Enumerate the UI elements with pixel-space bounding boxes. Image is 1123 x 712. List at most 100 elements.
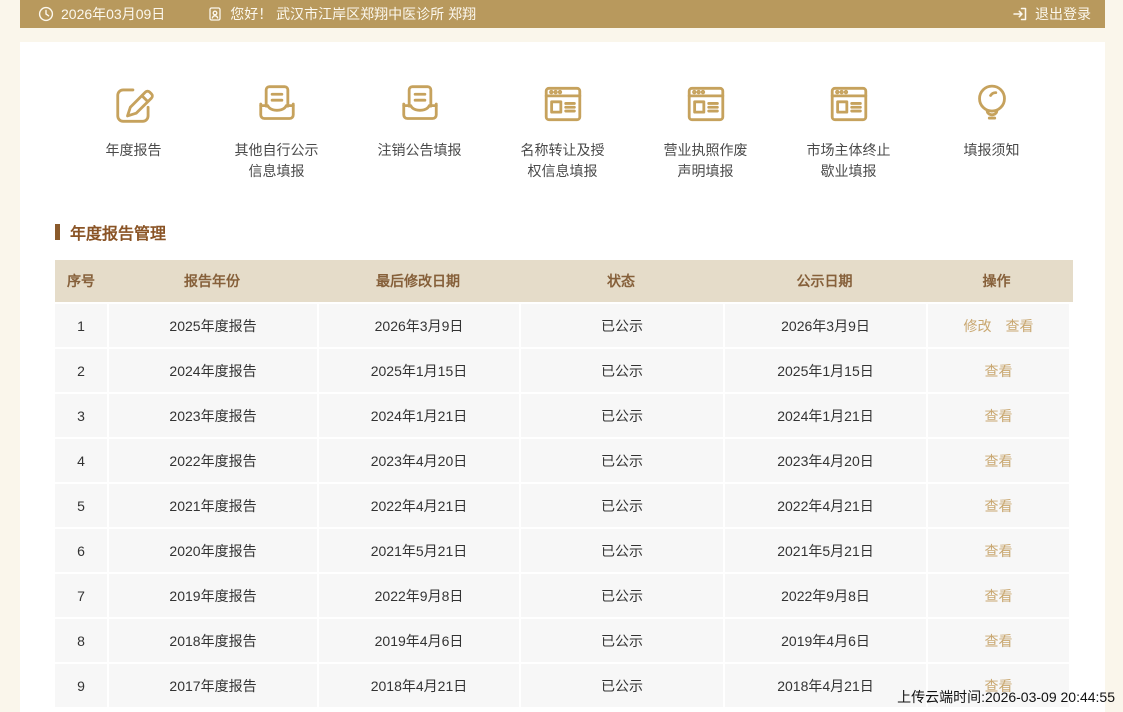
nav-item[interactable]: 营业执照作废声明填报 bbox=[634, 78, 777, 182]
upload-cloud-time: 上传云端时间:2026-03-09 20:44:55 bbox=[897, 689, 1115, 705]
actions-cell: 查看 bbox=[928, 484, 1069, 527]
report-year: 2024年度报告 bbox=[109, 349, 317, 392]
view-link[interactable]: 查看 bbox=[984, 497, 1013, 514]
header-publish: 公示日期 bbox=[796, 273, 853, 289]
form-window-icon bbox=[537, 78, 589, 130]
current-date: 2026年03月09日 bbox=[61, 6, 166, 22]
header-modified: 最后修改日期 bbox=[376, 273, 460, 289]
report-year: 2019年度报告 bbox=[109, 574, 317, 617]
view-link[interactable]: 查看 bbox=[984, 362, 1013, 379]
table-row: 7 2019年度报告 2022年9月8日 已公示 2022年9月8日 查看 bbox=[55, 574, 1073, 617]
last-modified-date: 2026年3月9日 bbox=[319, 304, 519, 347]
inbox-tray-icon bbox=[251, 78, 303, 130]
publish-date: 2023年4月20日 bbox=[725, 439, 926, 482]
nav-item[interactable]: 注销公告填报 bbox=[348, 78, 491, 182]
row-number: 2 bbox=[55, 349, 107, 392]
last-modified-date: 2018年4月21日 bbox=[319, 664, 519, 707]
table-row: 6 2020年度报告 2021年5月21日 已公示 2021年5月21日 查看 bbox=[55, 529, 1073, 572]
publish-date: 2022年9月8日 bbox=[725, 574, 926, 617]
user-greeting-group: 您好！ 武汉市江岸区郑翔中医诊所 郑翔 bbox=[207, 4, 476, 24]
actions-cell: 查看 bbox=[928, 349, 1069, 392]
publish-date: 2022年4月21日 bbox=[725, 484, 926, 527]
nav-item-label: 名称转让及授权信息填报 bbox=[520, 142, 605, 179]
content-panel: 年度报告 其他自行公示信息填报 注销公告填报 bbox=[20, 42, 1105, 712]
nav-item-label: 年度报告 bbox=[105, 142, 162, 158]
nav-item-label: 填报须知 bbox=[963, 142, 1020, 158]
view-link[interactable]: 查看 bbox=[984, 407, 1013, 424]
table-row: 2 2024年度报告 2025年1月15日 已公示 2025年1月15日 查看 bbox=[55, 349, 1073, 392]
form-window-icon bbox=[680, 78, 732, 130]
row-number: 1 bbox=[55, 304, 107, 347]
status-text: 已公示 bbox=[521, 439, 723, 482]
report-year: 2023年度报告 bbox=[109, 394, 317, 437]
top-bar: 2026年03月09日 您好！ 武汉市江岸区郑翔中医诊所 郑翔 退出登录 bbox=[20, 0, 1105, 28]
last-modified-date: 2023年4月20日 bbox=[319, 439, 519, 482]
nav-item[interactable]: 名称转让及授权信息填报 bbox=[491, 78, 634, 182]
actions-cell: 查看 bbox=[928, 394, 1069, 437]
nav-item-label: 其他自行公示信息填报 bbox=[234, 142, 319, 179]
inbox-tray-icon bbox=[394, 78, 446, 130]
view-link[interactable]: 查看 bbox=[984, 632, 1013, 649]
actions-cell: 修改 查看 bbox=[928, 304, 1069, 347]
table-row: 3 2023年度报告 2024年1月21日 已公示 2024年1月21日 查看 bbox=[55, 394, 1073, 437]
actions-cell: 查看 bbox=[928, 574, 1069, 617]
publish-date: 2018年4月21日 bbox=[725, 664, 926, 707]
last-modified-date: 2024年1月21日 bbox=[319, 394, 519, 437]
last-modified-date: 2021年5月21日 bbox=[319, 529, 519, 572]
table-row: 4 2022年度报告 2023年4月20日 已公示 2023年4月20日 查看 bbox=[55, 439, 1073, 482]
report-year: 2025年度报告 bbox=[109, 304, 317, 347]
nav-item[interactable]: 填报须知 bbox=[920, 78, 1063, 182]
user-greeting: 您好！ 武汉市江岸区郑翔中医诊所 郑翔 bbox=[230, 6, 477, 22]
view-link[interactable]: 查看 bbox=[984, 587, 1013, 604]
status-text: 已公示 bbox=[521, 304, 723, 347]
clock-icon bbox=[38, 6, 54, 22]
logout-icon bbox=[1012, 6, 1028, 22]
report-year: 2022年度报告 bbox=[109, 439, 317, 482]
status-text: 已公示 bbox=[521, 574, 723, 617]
table-row: 5 2021年度报告 2022年4月21日 已公示 2022年4月21日 查看 bbox=[55, 484, 1073, 527]
row-number: 7 bbox=[55, 574, 107, 617]
view-link[interactable]: 查看 bbox=[1005, 317, 1034, 334]
nav-item-label: 市场主体终止歇业填报 bbox=[806, 142, 891, 179]
edit-icon bbox=[108, 78, 160, 130]
modify-link[interactable]: 修改 bbox=[963, 317, 992, 334]
table-header-row: 序号 报告年份 最后修改日期 状态 公示日期 操作 bbox=[55, 260, 1073, 302]
header-year: 报告年份 bbox=[184, 273, 240, 289]
nav-row: 年度报告 其他自行公示信息填报 注销公告填报 bbox=[20, 42, 1105, 182]
publish-date: 2024年1月21日 bbox=[725, 394, 926, 437]
row-number: 9 bbox=[55, 664, 107, 707]
report-year: 2017年度报告 bbox=[109, 664, 317, 707]
section-title-marker bbox=[55, 224, 60, 240]
row-number: 8 bbox=[55, 619, 107, 662]
view-link[interactable]: 查看 bbox=[984, 542, 1013, 559]
view-link[interactable]: 查看 bbox=[984, 677, 1013, 694]
table-body: 1 2025年度报告 2026年3月9日 已公示 2026年3月9日 修改 查看 … bbox=[55, 304, 1073, 707]
nav-item[interactable]: 其他自行公示信息填报 bbox=[205, 78, 348, 182]
report-year: 2020年度报告 bbox=[109, 529, 317, 572]
header-status: 状态 bbox=[607, 273, 635, 289]
status-text: 已公示 bbox=[521, 394, 723, 437]
logout-button[interactable]: 退出登录 bbox=[1012, 4, 1091, 24]
publish-date: 2019年4月6日 bbox=[725, 619, 926, 662]
logout-label: 退出登录 bbox=[1035, 6, 1091, 22]
form-window-icon bbox=[823, 78, 875, 130]
section-title: 年度报告管理 bbox=[55, 220, 1105, 244]
header-no: 序号 bbox=[67, 273, 95, 289]
nav-item[interactable]: 年度报告 bbox=[62, 78, 205, 182]
annual-report-table: 序号 报告年份 最后修改日期 状态 公示日期 操作 1 2025年度报告 202… bbox=[55, 260, 1073, 707]
row-number: 3 bbox=[55, 394, 107, 437]
section-title-text: 年度报告管理 bbox=[70, 226, 167, 243]
id-badge-icon bbox=[207, 6, 223, 22]
last-modified-date: 2022年4月21日 bbox=[319, 484, 519, 527]
status-text: 已公示 bbox=[521, 484, 723, 527]
row-number: 6 bbox=[55, 529, 107, 572]
lightbulb-icon bbox=[966, 78, 1018, 130]
table-row: 9 2017年度报告 2018年4月21日 已公示 2018年4月21日 查看 bbox=[55, 664, 1073, 707]
view-link[interactable]: 查看 bbox=[984, 452, 1013, 469]
nav-item[interactable]: 市场主体终止歇业填报 bbox=[777, 78, 920, 182]
report-year: 2018年度报告 bbox=[109, 619, 317, 662]
actions-cell: 查看 bbox=[928, 529, 1069, 572]
actions-cell: 查看 bbox=[928, 619, 1069, 662]
nav-item-label: 营业执照作废声明填报 bbox=[663, 142, 748, 179]
status-text: 已公示 bbox=[521, 349, 723, 392]
